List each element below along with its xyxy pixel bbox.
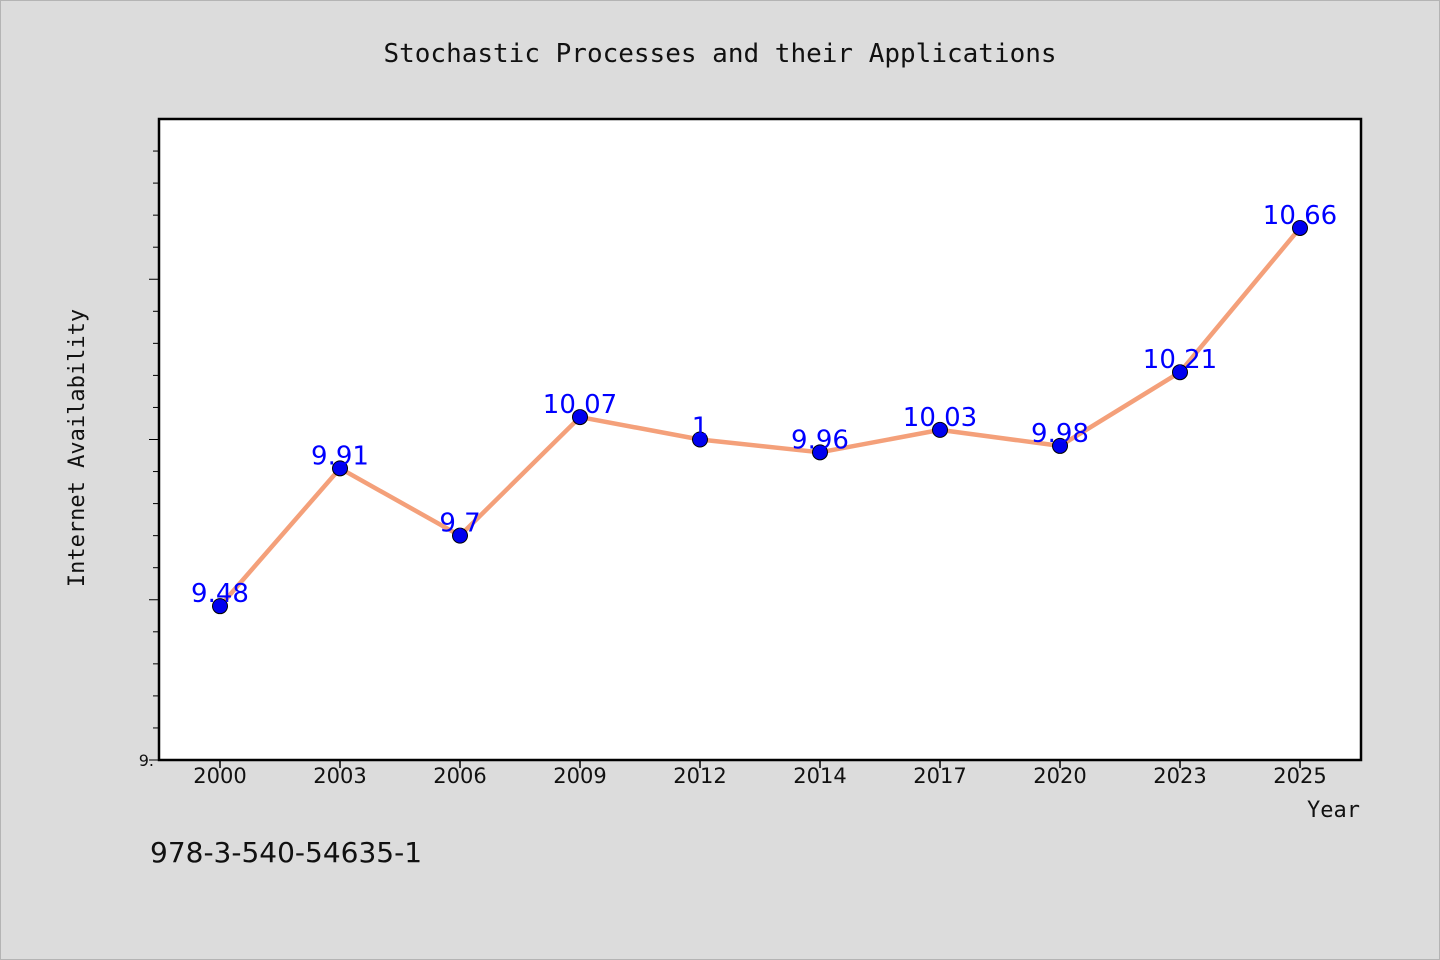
data-label: 9.98: [1031, 419, 1089, 449]
data-point: [572, 409, 588, 426]
x-tick-label: 2000: [193, 764, 246, 788]
plot-area: [157, 117, 1363, 762]
data-point: [212, 598, 228, 615]
x-tick-label: 2012: [673, 764, 726, 788]
data-point: [332, 460, 348, 477]
x-axis-ticks: 2000 2003 2006 2009 2012 2014 2017 2020 2023 2025: [193, 760, 1327, 788]
chart-title: Stochastic Processes and their Applicati…: [383, 39, 1056, 69]
x-axis-label: Year: [1307, 798, 1360, 823]
y-tick-label: 9.: [139, 751, 154, 770]
series-line-group: [217, 225, 1303, 609]
data-label: 9.48: [191, 579, 249, 609]
data-points: [212, 219, 1308, 615]
footer-text: 978-3-540-54635-1: [150, 836, 422, 869]
data-label: 9.91: [311, 441, 369, 471]
data-label: 10.07: [543, 390, 617, 420]
x-tick-label: 2003: [313, 764, 366, 788]
data-point: [692, 431, 708, 448]
data-label: 9.7: [439, 509, 480, 539]
data-label: 10.21: [1143, 345, 1217, 375]
data-point: [812, 444, 828, 461]
data-point: [1292, 219, 1308, 236]
x-tick-label: 2014: [793, 764, 846, 788]
x-tick-label: 2023: [1153, 764, 1206, 788]
data-label: 10.66: [1263, 201, 1337, 231]
y-axis-ticks: [149, 150, 159, 761]
series-line: [217, 225, 1303, 609]
x-tick-label: 2020: [1033, 764, 1086, 788]
x-tick-label: 2017: [913, 764, 966, 788]
data-label: 9.96: [791, 425, 849, 455]
x-tick-label: 2009: [553, 764, 606, 788]
data-labels: 9.48 9.91 9.7 10.07 1 9.96 10.03 9.98 10.21 10.66: [191, 201, 1337, 609]
data-point: [1172, 364, 1188, 381]
y-axis-label: Internet Availability: [65, 309, 90, 587]
data-point: [932, 421, 948, 438]
x-tick-label: 2025: [1273, 764, 1326, 788]
x-tick-label: 2006: [433, 764, 486, 788]
data-label: 10.03: [903, 403, 977, 433]
data-label: 1: [692, 413, 709, 443]
data-point: [1052, 437, 1068, 454]
data-point: [452, 527, 468, 544]
